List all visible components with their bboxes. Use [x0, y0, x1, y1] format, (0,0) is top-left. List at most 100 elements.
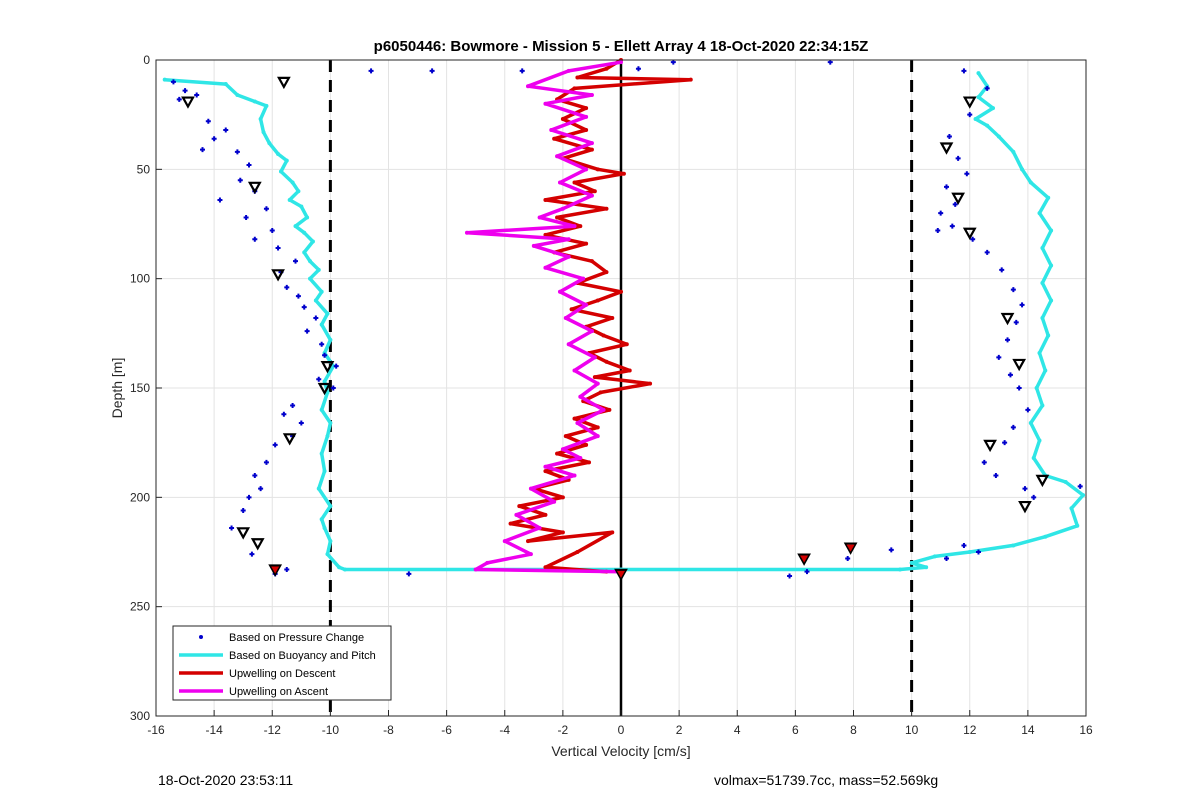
x-tick-label: 0: [618, 723, 625, 737]
series-point-upwelling-on-descent: [572, 180, 577, 185]
data-point: [519, 68, 525, 74]
series-point-based-on-buoyancy-and-pitch: [328, 504, 333, 509]
y-tick-label: 100: [130, 272, 150, 286]
data-point: [949, 223, 955, 229]
series-point-based-on-buoyancy-and-pitch: [1028, 420, 1033, 425]
series-point-based-on-buoyancy-and-pitch: [924, 565, 929, 570]
data-point: [176, 96, 182, 102]
series-point-based-on-buoyancy-and-pitch: [319, 322, 324, 327]
series-point-based-on-buoyancy-and-pitch: [342, 567, 347, 572]
data-point: [946, 134, 952, 140]
series-point-upwelling-on-ascent: [543, 464, 548, 469]
series-point-upwelling-on-ascent: [595, 381, 600, 386]
series-point-upwelling-on-descent: [604, 66, 609, 71]
series-line-upwelling-on-ascent: [465, 60, 622, 574]
series-point-based-on-buoyancy-and-pitch: [316, 267, 321, 272]
series-point-upwelling-on-ascent: [560, 206, 565, 211]
series-point-based-on-buoyancy-and-pitch: [1020, 167, 1025, 172]
series-point-upwelling-on-descent: [552, 136, 557, 141]
series-point-based-on-buoyancy-and-pitch: [909, 560, 914, 565]
series-line-based-on-buoyancy-and-pitch: [164, 72, 1085, 572]
triangle-marker: [843, 542, 858, 555]
triangle-marker: [951, 192, 965, 206]
legend-label-based-on-pressure-change: Based on Pressure Change: [229, 632, 364, 644]
data-point: [1025, 407, 1031, 413]
series-point-upwelling-on-descent: [587, 460, 592, 465]
series-point-based-on-buoyancy-and-pitch: [996, 134, 1001, 139]
series-point-upwelling-on-descent: [598, 390, 603, 395]
triangle-marker: [268, 564, 283, 577]
data-point: [1002, 440, 1008, 446]
series-point-upwelling-on-ascent: [581, 276, 586, 281]
series-line-upwelling-on-descent: [508, 58, 693, 574]
series-point-upwelling-on-descent: [610, 316, 615, 321]
legend-label-upwelling-on-ascent: Upwelling on Ascent: [229, 686, 328, 698]
legend-label-based-on-buoyancy-and-pitch: Based on Buoyancy and Pitch: [229, 650, 376, 662]
data-point: [964, 171, 970, 177]
data-point: [301, 304, 307, 310]
triangle-marker: [236, 527, 251, 540]
data-point: [1010, 287, 1016, 293]
series-point-upwelling-on-descent: [560, 495, 565, 500]
x-tick-label: 16: [1079, 723, 1093, 737]
data-point: [229, 525, 235, 531]
series-point-based-on-buoyancy-and-pitch: [1011, 543, 1016, 548]
series-point-based-on-buoyancy-and-pitch: [1046, 333, 1051, 338]
series-point-based-on-buoyancy-and-pitch: [973, 117, 978, 122]
data-point: [1031, 494, 1037, 500]
series-point-based-on-buoyancy-and-pitch: [976, 71, 981, 76]
series-point-upwelling-on-ascent: [589, 329, 594, 334]
series-point-upwelling-on-ascent: [589, 141, 594, 146]
series-point-upwelling-on-descent: [688, 77, 693, 82]
turn-marker: [271, 566, 280, 574]
data-point: [330, 385, 336, 391]
footer-timestamp: 18-Oct-2020 23:53:11: [158, 772, 294, 788]
data-point: [996, 354, 1002, 360]
series-point-based-on-buoyancy-and-pitch: [302, 230, 307, 235]
series-point-upwelling-on-ascent: [526, 84, 530, 89]
series-point-upwelling-on-ascent: [595, 434, 600, 439]
series-point-upwelling-on-ascent: [584, 114, 589, 119]
y-tick-label: 200: [130, 490, 150, 504]
data-point: [1077, 483, 1083, 489]
y-tick-label: 150: [130, 381, 150, 395]
series-point-based-on-buoyancy-and-pitch: [267, 141, 272, 146]
series-point-based-on-buoyancy-and-pitch: [1011, 149, 1016, 154]
y-tick-label: 300: [130, 709, 150, 723]
series-point-upwelling-on-descent: [555, 451, 560, 456]
series-point-based-on-buoyancy-and-pitch: [1063, 480, 1068, 485]
series-point-upwelling-on-ascent: [557, 289, 562, 294]
data-point: [200, 147, 205, 153]
data-point: [269, 228, 275, 234]
y-tick-label: 250: [130, 600, 150, 614]
series-point-based-on-buoyancy-and-pitch: [1037, 351, 1042, 356]
series-point-upwelling-on-ascent: [485, 560, 490, 565]
data-point: [182, 88, 188, 94]
series-point-based-on-buoyancy-and-pitch: [325, 552, 330, 557]
series-point-based-on-buoyancy-and-pitch: [328, 539, 333, 544]
series-point-based-on-buoyancy-and-pitch: [1037, 438, 1042, 443]
data-point: [1010, 424, 1016, 430]
x-tick-label: -4: [499, 723, 510, 737]
series-point-upwelling-on-descent: [526, 539, 530, 544]
series-point-based-on-buoyancy-and-pitch: [1043, 534, 1048, 539]
data-point: [333, 363, 339, 369]
data-point: [170, 79, 176, 85]
data-point: [316, 376, 322, 382]
data-point: [368, 68, 374, 74]
data-point: [263, 206, 269, 212]
data-point: [1022, 486, 1028, 492]
data-point: [1005, 337, 1011, 343]
series-point-upwelling-on-descent: [543, 469, 548, 474]
series-point-upwelling-on-descent: [584, 106, 589, 111]
series-point-based-on-buoyancy-and-pitch: [223, 82, 228, 87]
data-point: [999, 267, 1005, 273]
data-point: [827, 59, 833, 65]
series-point-upwelling-on-descent: [572, 86, 577, 91]
triangle-marker: [1000, 312, 1015, 326]
data-point: [275, 245, 281, 251]
series-point-upwelling-on-ascent: [572, 368, 577, 373]
x-tick-label: -10: [322, 723, 340, 737]
series-point-upwelling-on-ascent: [619, 60, 623, 65]
data-point: [263, 459, 269, 465]
